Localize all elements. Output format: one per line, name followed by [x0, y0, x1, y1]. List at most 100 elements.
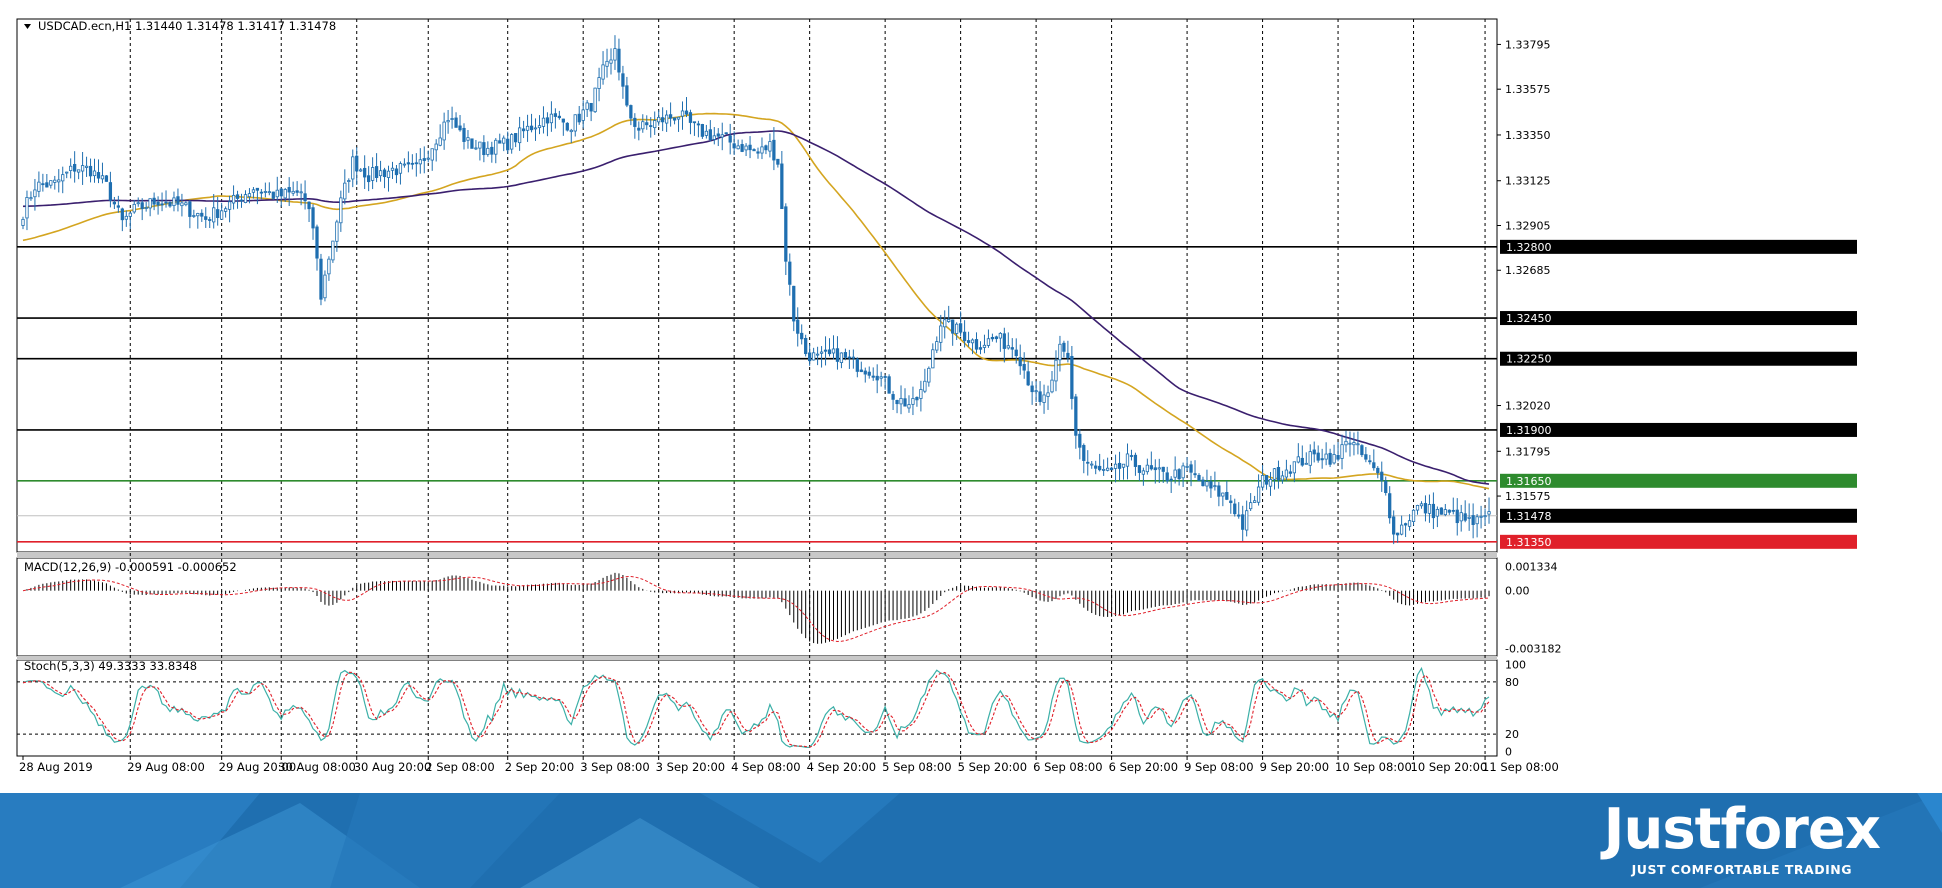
candle-body — [919, 389, 923, 399]
y-tick-label: 1.33350 — [1505, 129, 1551, 142]
candle-body — [998, 332, 1002, 339]
candle-body — [1380, 471, 1384, 481]
candlesticks — [21, 35, 1491, 545]
candle-body — [152, 197, 156, 205]
candle-body — [1173, 469, 1177, 478]
candle-body — [1229, 500, 1233, 504]
candle-body — [406, 162, 411, 165]
macd-panel — [22, 572, 1490, 644]
candle-body — [1483, 515, 1487, 518]
candle-body — [597, 77, 601, 89]
x-tick-label: 6 Sep 08:00 — [1033, 760, 1102, 774]
candle-body — [1384, 480, 1388, 493]
candle-body — [1479, 515, 1483, 518]
candle-body — [430, 148, 434, 161]
candle-body — [1102, 468, 1106, 471]
candle-body — [939, 325, 943, 343]
candle-body — [780, 163, 784, 210]
candle-body — [827, 349, 832, 355]
level-price-tag — [1500, 534, 1857, 549]
candle-body — [255, 187, 260, 191]
candle-body — [176, 196, 180, 205]
symbol-dropdown-icon[interactable] — [24, 24, 31, 29]
candle-body — [1237, 514, 1241, 517]
candle-body — [1153, 467, 1157, 471]
candle-body — [1161, 466, 1165, 472]
x-tick-label: 29 Aug 20:00 — [219, 760, 297, 774]
candle-body — [986, 338, 991, 346]
candle-body — [1312, 449, 1316, 455]
candle-body — [1435, 509, 1440, 517]
panel-frames — [16, 18, 1498, 757]
candle-body — [525, 125, 530, 131]
candle-body — [661, 117, 665, 123]
candle-body — [363, 167, 367, 178]
candle-body — [1082, 445, 1086, 461]
candle-body — [494, 139, 498, 155]
x-tick-label: 3 Sep 20:00 — [656, 760, 725, 774]
candle-body — [482, 142, 486, 156]
candle-body — [1113, 463, 1118, 469]
candle-body — [1455, 509, 1459, 524]
candle-body — [25, 197, 29, 219]
candle-body — [506, 138, 510, 151]
candle-body — [760, 146, 764, 154]
candle-body — [641, 121, 645, 130]
candle-body — [1014, 349, 1018, 357]
candle-body — [545, 117, 550, 124]
candle-body — [164, 201, 168, 204]
x-tick-label: 5 Sep 08:00 — [882, 760, 951, 774]
candle-body — [124, 215, 128, 220]
candle-body — [911, 398, 915, 405]
level-price-label: 1.32250 — [1506, 353, 1552, 366]
candle-body — [748, 144, 752, 151]
candle-body — [1356, 443, 1360, 446]
current-price-label: 1.31478 — [1506, 510, 1552, 523]
candle-body — [394, 168, 399, 176]
candle-body — [84, 165, 89, 168]
candle-body — [617, 48, 621, 73]
candle-body — [863, 370, 867, 375]
candle-body — [1141, 470, 1146, 475]
candle-body — [680, 110, 685, 117]
candle-body — [73, 163, 77, 172]
candle-body — [331, 240, 335, 261]
candle-body — [915, 396, 919, 401]
candle-body — [1475, 516, 1479, 525]
stochastic-panel — [22, 666, 1490, 749]
candle-body — [943, 319, 947, 328]
brand-name: Justforex — [1603, 797, 1881, 862]
candle-body — [367, 175, 371, 183]
candle-body — [208, 219, 212, 221]
candle-body — [450, 118, 454, 120]
candle-body — [33, 189, 37, 198]
candle-body — [557, 115, 561, 119]
candle-body — [875, 375, 879, 381]
macd-tick-label: -0.003182 — [1505, 642, 1561, 655]
candle-body — [287, 187, 291, 193]
candle-body — [1050, 379, 1054, 393]
candle-body — [1296, 456, 1300, 463]
candle-body — [1006, 345, 1010, 349]
candle-body — [1471, 515, 1475, 525]
level-price-tag — [1500, 239, 1857, 254]
candle-body — [1360, 445, 1364, 456]
candle-body — [796, 319, 800, 334]
candle-body — [657, 116, 661, 123]
candle-body — [1129, 455, 1134, 457]
candle-body — [867, 371, 871, 376]
candle-body — [549, 113, 554, 124]
candle-body — [1439, 507, 1443, 515]
candle-body — [243, 194, 248, 203]
candle-body — [1280, 475, 1285, 481]
candle-body — [339, 197, 343, 224]
y-tick-label: 1.32020 — [1505, 400, 1551, 413]
y-tick-label: 1.32905 — [1505, 219, 1551, 232]
candle-body — [776, 158, 780, 165]
candle-body — [1260, 475, 1265, 488]
candle-body — [792, 285, 796, 322]
candle-body — [1392, 516, 1396, 535]
candle-body — [1117, 462, 1122, 469]
candle-body — [398, 163, 403, 174]
candle-body — [1038, 391, 1042, 402]
